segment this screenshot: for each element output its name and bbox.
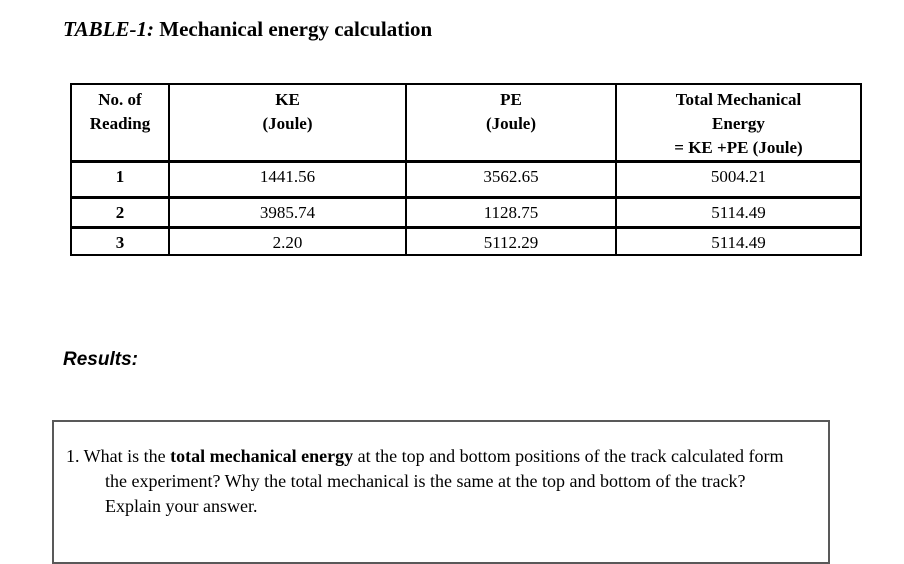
table-title-text: Mechanical energy calculation (159, 17, 433, 41)
cell-pe-value: 1128.75 (405, 196, 617, 229)
cell-reading-no: 3 (70, 226, 170, 256)
cell-reading-no: 1 (70, 160, 170, 199)
header-ke: KE (Joule) (168, 83, 407, 163)
header-pe: PE (Joule) (405, 83, 617, 163)
cell-pe-value: 5112.29 (405, 226, 617, 256)
table-header-row: No. of Reading KE (Joule) PE (Joule) Tot… (70, 83, 862, 163)
questions-box: 1. What is the total mechanical energy a… (52, 420, 830, 564)
cell-reading-no: 2 (70, 196, 170, 229)
header-line: (Joule) (485, 114, 537, 133)
header-line: Total Mechanical (675, 90, 802, 109)
header-line: KE (275, 90, 300, 109)
header-line: = KE +PE (Joule) (674, 138, 803, 157)
table-row: 1 1441.56 3562.65 5004.21 (70, 160, 862, 199)
cell-total-value: 5114.49 (615, 226, 862, 256)
table-row: 2 3985.74 1128.75 5114.49 (70, 196, 862, 229)
question-1: 1. What is the total mechanical energy a… (54, 422, 828, 519)
header-line: Reading (89, 114, 151, 133)
header-line: Energy (712, 114, 765, 133)
cell-ke-value: 3985.74 (168, 196, 407, 229)
cell-ke-value: 2.20 (168, 226, 407, 256)
cell-total-value: 5114.49 (615, 196, 862, 229)
question-suffix: at the top and bottom positions of the t… (105, 446, 784, 516)
table-row: 3 2.20 5112.29 5114.49 (70, 226, 862, 256)
header-no-of-reading: No. of Reading (70, 83, 170, 163)
header-line: PE (500, 90, 522, 109)
cell-ke-value: 1441.56 (168, 160, 407, 199)
table-label: TABLE-1: (63, 17, 155, 41)
header-line: No. of (98, 90, 142, 109)
results-heading: Results: (63, 349, 138, 370)
question-prefix: 1. What is the (66, 446, 171, 466)
header-total-mechanical-energy: Total Mechanical Energy = KE +PE (Joule) (615, 83, 862, 163)
header-line: (Joule) (262, 114, 313, 133)
question-bold-phrase: total mechanical energy (170, 446, 354, 466)
cell-pe-value: 3562.65 (405, 160, 617, 199)
mechanical-energy-table: No. of Reading KE (Joule) PE (Joule) Tot… (70, 83, 862, 256)
cell-total-value: 5004.21 (615, 160, 862, 199)
page-title: TABLE-1: Mechanical energy calculation (63, 17, 432, 42)
